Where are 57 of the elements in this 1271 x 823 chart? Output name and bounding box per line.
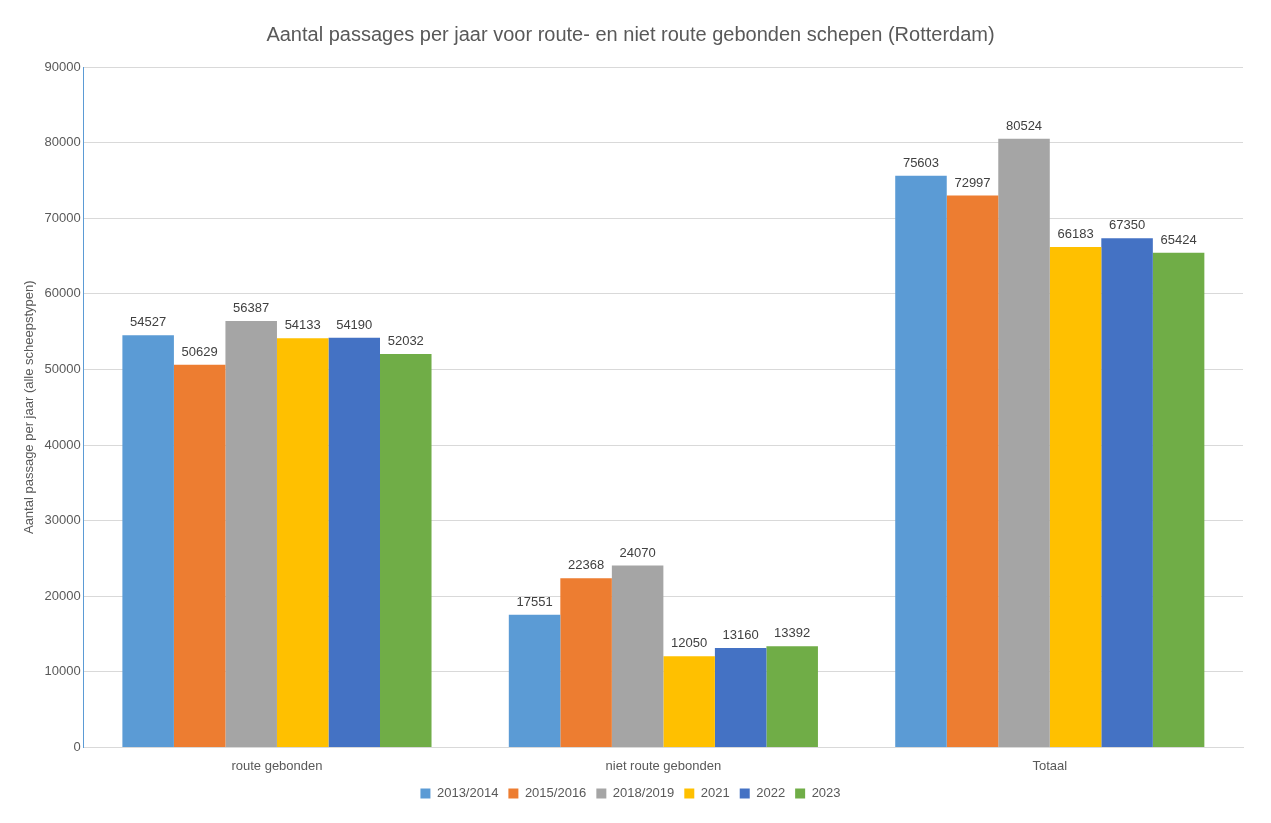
data-label: 13160 [722, 626, 759, 642]
x-tick-label: niet route gebonden [605, 757, 722, 773]
y-tick-label: 0 [73, 738, 81, 754]
y-tick-label: 90000 [44, 58, 81, 74]
data-label: 75603 [902, 154, 940, 170]
legend-label: 2023 [811, 785, 841, 801]
y-tick-label: 70000 [44, 209, 81, 225]
data-label: 66183 [1057, 226, 1094, 242]
data-label: 67350 [1109, 217, 1146, 233]
bar [508, 614, 561, 747]
bar [714, 647, 767, 747]
y-tick-label: 50000 [44, 360, 81, 376]
chart-title: Aantal passages per jaar voor route- en niet route gebonden schepen (Rotterdam) [266, 22, 995, 45]
legend-label: 2022 [756, 785, 786, 801]
bar [225, 321, 277, 747]
data-label: 54190 [336, 316, 373, 332]
bar [122, 335, 174, 747]
y-tick-label: 20000 [44, 587, 81, 603]
bar [946, 195, 999, 747]
bar [611, 565, 664, 747]
bar [276, 338, 329, 747]
bar [1101, 238, 1153, 747]
bar [766, 646, 818, 747]
y-tick-label: 30000 [44, 512, 81, 528]
bar [895, 175, 947, 747]
data-label: 54133 [284, 317, 321, 333]
y-axis-title: Aantal passage per jaar (alle scheepstypen) [21, 280, 37, 535]
legend-label: 2018/2019 [612, 785, 675, 801]
data-label: 80524 [1005, 117, 1043, 133]
bar [173, 364, 226, 747]
data-label: 52032 [387, 333, 424, 349]
data-label: 65424 [1160, 231, 1197, 247]
legend-label: 2015/2016 [524, 785, 587, 801]
y-tick-label: 40000 [44, 436, 81, 452]
data-label: 13392 [774, 625, 811, 641]
x-tick-label: Totaal [1032, 757, 1068, 773]
data-label: 22368 [568, 557, 605, 573]
data-label: 56387 [233, 300, 270, 316]
y-tick-label: 60000 [44, 285, 81, 301]
bar [663, 656, 715, 747]
legend-label: 2021 [700, 785, 730, 801]
x-tick-label: route gebonden [231, 757, 323, 773]
bar [998, 138, 1050, 747]
bar [1049, 247, 1102, 747]
bar [380, 354, 432, 747]
y-tick-label: 10000 [44, 663, 81, 679]
data-label: 12050 [671, 635, 708, 651]
y-tick-label: 80000 [44, 134, 81, 150]
bar [560, 578, 612, 747]
data-label: 72997 [954, 174, 991, 190]
bar [1152, 252, 1205, 747]
data-label: 54527 [130, 314, 167, 330]
data-label: 17551 [516, 593, 553, 609]
data-label: 24070 [619, 544, 656, 560]
bar [328, 337, 380, 747]
legend-label: 2013/2014 [436, 785, 499, 801]
data-label: 50629 [181, 343, 218, 359]
